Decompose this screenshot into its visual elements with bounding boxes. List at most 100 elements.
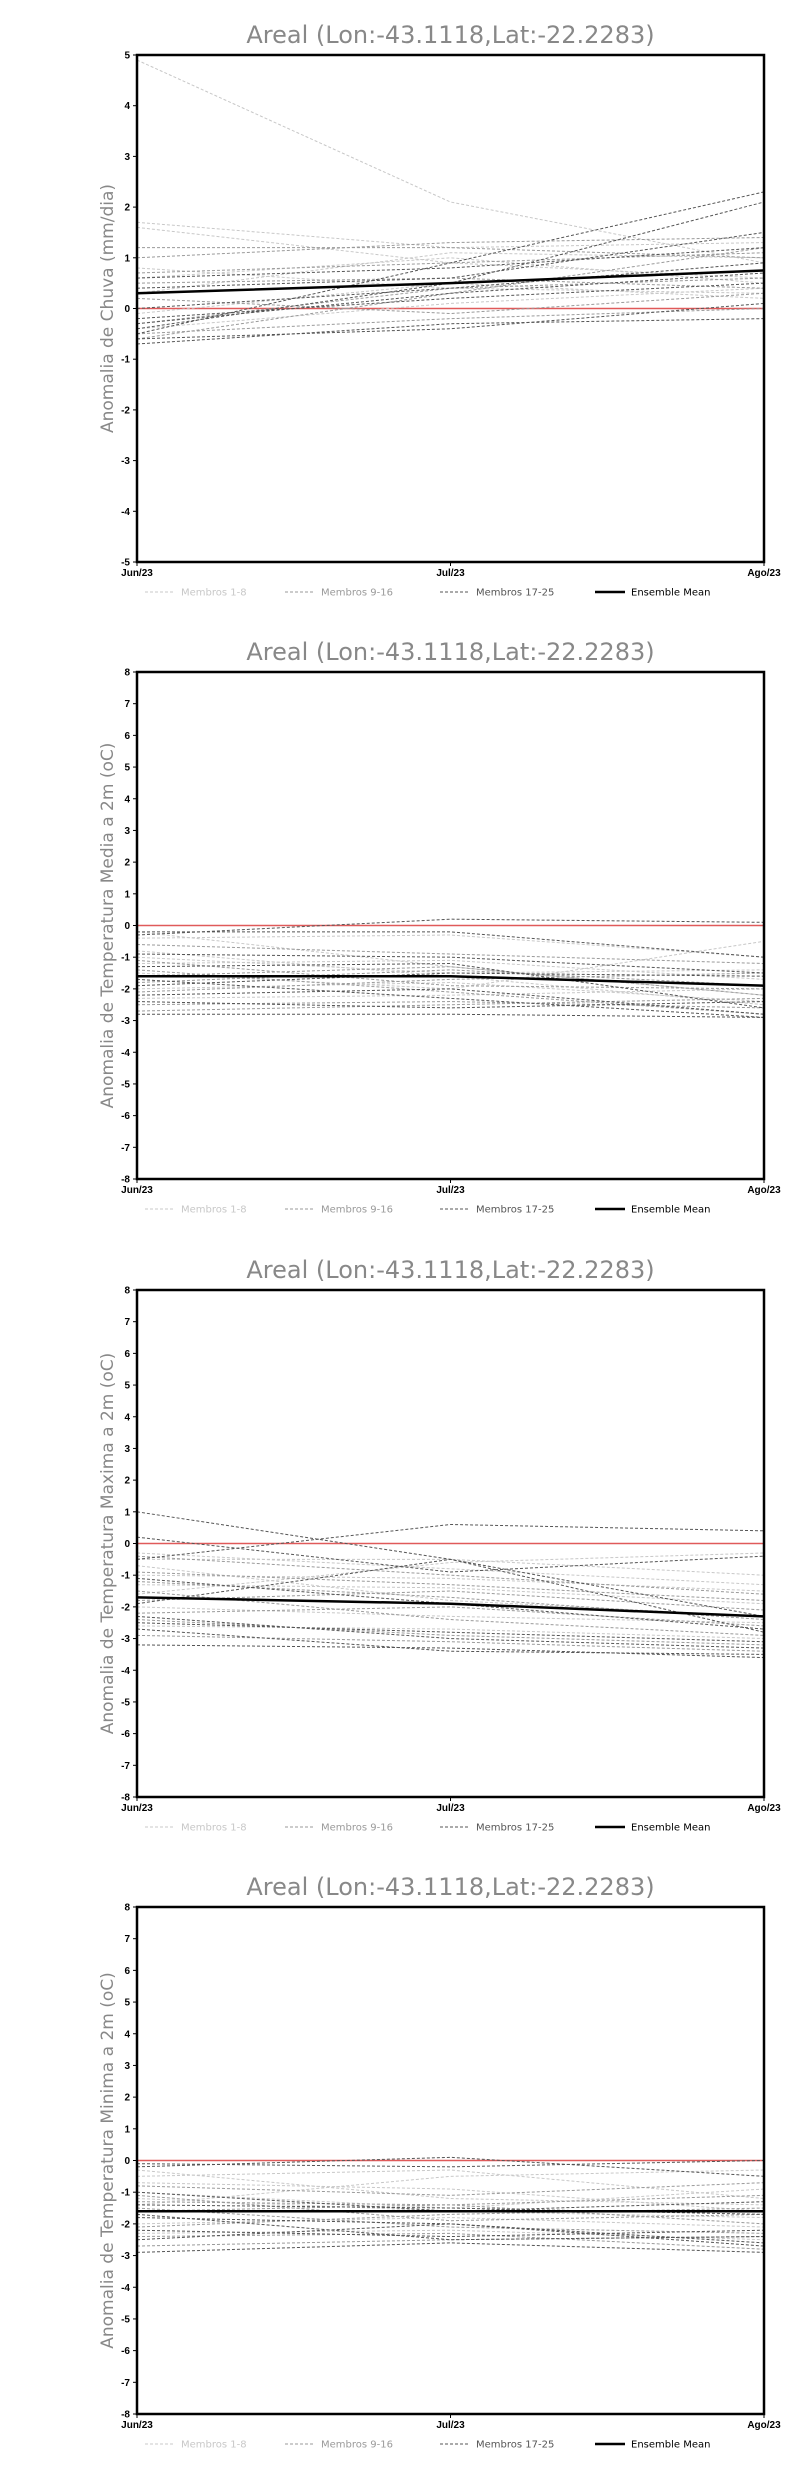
legend-label: Ensemble Mean (631, 2440, 710, 2451)
y-tick-label: 3 (124, 1444, 130, 1455)
member-line-group-1 (136, 1552, 765, 1586)
y-tick-label: 8 (124, 1903, 130, 1914)
member-line-group-1 (136, 1606, 765, 1624)
member-line-group-1 (136, 2182, 765, 2212)
plot-frame (135, 1905, 766, 2416)
y-tick-label: -2 (121, 1602, 130, 1613)
y-tick-label: -1 (121, 953, 130, 964)
y-tick-label: 1 (124, 253, 130, 264)
member-line-group-2 (136, 237, 765, 259)
y-tick-label: -4 (121, 1048, 130, 1059)
member-line-group-1 (136, 257, 765, 284)
member-line-group-1 (136, 2169, 765, 2206)
y-tick-label: -8 (121, 1175, 130, 1186)
y-tick-label: 1 (124, 1507, 130, 1518)
chart-panel-4: Areal (Lon:-43.1118,Lat:-22.2283) Anomali… (98, 1873, 781, 2451)
member-line-group-3 (136, 318, 765, 345)
member-line-group-2 (136, 1634, 765, 1652)
member-line-group-1 (136, 2229, 765, 2241)
member-line-group-1 (136, 221, 765, 249)
ensemble-mean-line (136, 269, 765, 295)
member-line-group-3 (136, 191, 765, 335)
chart-panel-2: Areal (Lon:-43.1118,Lat:-22.2283) Anomali… (98, 638, 781, 1216)
y-tick-label: -4 (121, 507, 130, 518)
chart-title: Areal (Lon:-43.1118,Lat:-22.2283) (246, 1873, 654, 1901)
member-line-group-1 (137, 1558, 765, 1576)
y-tick-label: 8 (124, 668, 130, 679)
member-line-group-1 (136, 1565, 765, 1617)
y-tick-label: 8 (124, 1286, 130, 1297)
member-line-group-2 (137, 247, 765, 259)
legend: Membros 1-8 Membros 9-16 Membros 17-25 Ense… (145, 1823, 710, 1834)
member-line-group-3 (136, 201, 765, 330)
x-tick-label: Ago/23 (747, 1803, 781, 1814)
legend-label: Ensemble Mean (631, 1205, 710, 1216)
y-axis-label: Anomalia de Chuva (mm/dia) (98, 184, 118, 433)
legend-label: Ensemble Mean (631, 1823, 710, 1834)
member-line-group-3 (136, 272, 765, 325)
member-line-group-2 (136, 966, 765, 996)
member-line-group-3 (136, 262, 765, 309)
y-tick-label: -5 (121, 1697, 130, 1708)
member-line-group-3 (136, 1536, 765, 1573)
y-tick-label: 5 (124, 763, 130, 774)
member-line-group-3 (137, 1013, 765, 1018)
plot-frame (135, 53, 766, 564)
member-line-group-1 (136, 934, 765, 958)
member-line-group-1 (136, 2217, 765, 2228)
y-tick-label: 4 (124, 1412, 130, 1423)
legend-label: Membros 17-25 (476, 1205, 554, 1216)
x-tick-label: Jul/23 (436, 568, 465, 579)
legend-label: Membros 1-8 (181, 1205, 247, 1216)
y-tick-label: 4 (124, 2029, 130, 2040)
member-line-group-3 (136, 1615, 765, 1649)
chart-title: Areal (Lon:-43.1118,Lat:-22.2283) (246, 638, 654, 666)
member-line-group-2 (136, 2194, 765, 2222)
legend: Membros 1-8 Membros 9-16 Membros 17-25 Ense… (145, 1205, 710, 1216)
y-tick-label: 2 (124, 2093, 130, 2104)
member-line-group-1 (136, 2169, 765, 2200)
member-line-group-1 (136, 1552, 765, 1595)
y-tick-label: 7 (124, 1934, 130, 1945)
member-line-group-3 (136, 2160, 765, 2168)
member-line-group-3 (136, 988, 765, 1015)
member-line-group-1 (136, 1625, 765, 1640)
chart-panel-1: Areal (Lon:-43.1118,Lat:-22.2283) Anomali… (98, 21, 781, 599)
member-line-group-3 (136, 972, 765, 987)
member-line-group-2 (136, 2201, 765, 2225)
member-line-group-2 (136, 997, 765, 1012)
ensemble-mean-line (137, 974, 765, 987)
legend-label: Membros 9-16 (321, 1205, 393, 1216)
y-tick-label: 5 (124, 51, 130, 62)
legend-label: Membros 17-25 (476, 1823, 554, 1834)
member-line-group-1 (136, 988, 765, 999)
legend-label: Membros 17-25 (476, 2440, 554, 2451)
y-tick-label: 2 (124, 203, 130, 214)
y-tick-label: 0 (124, 921, 130, 932)
x-tick-label: Jun/23 (121, 1803, 153, 1814)
y-tick-label: 1 (124, 2124, 130, 2135)
member-line-group-2 (136, 277, 765, 289)
y-tick-label: 0 (124, 304, 130, 315)
member-line-group-2 (136, 944, 765, 965)
member-line-group-2 (136, 959, 765, 990)
member-line-group-3 (136, 2217, 765, 2244)
member-line-group-1 (136, 59, 765, 264)
member-line-group-3 (136, 1622, 765, 1643)
member-line-group-3 (136, 1523, 765, 1560)
x-tick-label: Jul/23 (436, 1185, 465, 1196)
y-tick-label: 2 (124, 858, 130, 869)
x-tick-label: Jul/23 (436, 2420, 465, 2431)
member-line-group-1 (136, 2188, 765, 2209)
y-tick-label: 4 (124, 794, 130, 805)
member-line-group-1 (136, 1584, 765, 1605)
y-tick-label: 3 (124, 152, 130, 163)
y-axis-label: Anomalia de Temperatura Media a 2m (oC) (98, 743, 118, 1109)
y-tick-label: -5 (121, 558, 130, 569)
y-tick-label: 2 (124, 1476, 130, 1487)
y-tick-label: -7 (121, 2378, 130, 2389)
legend: Membros 1-8 Membros 9-16 Membros 17-25 Ense… (145, 588, 710, 599)
y-tick-label: -7 (121, 1761, 130, 1772)
y-tick-label: -7 (121, 1143, 130, 1154)
y-tick-label: -5 (121, 2314, 130, 2325)
